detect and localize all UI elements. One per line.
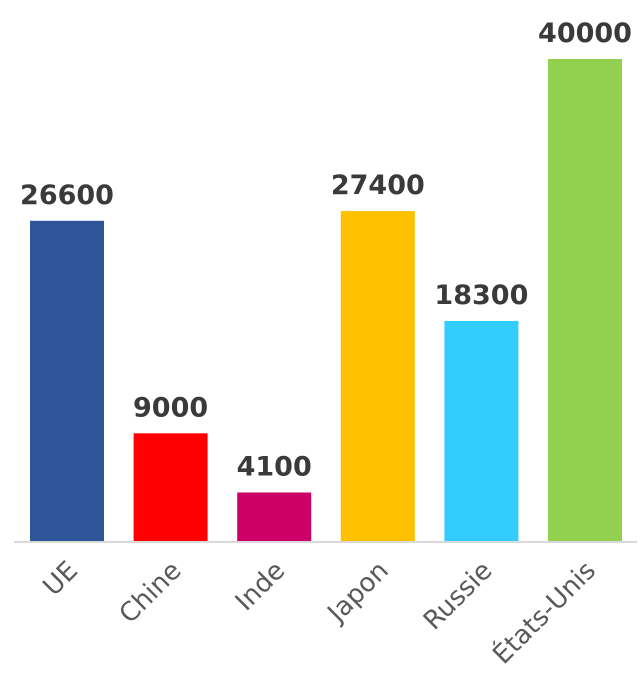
bar-6 bbox=[548, 59, 622, 542]
category-label: Japon bbox=[321, 556, 395, 630]
bar-5 bbox=[444, 321, 519, 542]
value-labels: 26600 9000 4100 27400 18300 40000 bbox=[20, 18, 632, 483]
category-label: Russie bbox=[418, 556, 498, 636]
value-label: 9000 bbox=[133, 392, 208, 423]
category-label: UE bbox=[38, 556, 84, 602]
category-label: Inde bbox=[230, 556, 291, 617]
bar-4 bbox=[340, 211, 415, 542]
bar-2 bbox=[133, 433, 208, 542]
value-label: 18300 bbox=[434, 280, 528, 311]
category-label: États-Unis bbox=[486, 554, 602, 670]
bar-3 bbox=[237, 492, 312, 542]
bars bbox=[30, 59, 622, 543]
bar-1 bbox=[30, 220, 104, 543]
value-label: 27400 bbox=[331, 170, 425, 201]
category-label: Chine bbox=[114, 556, 188, 630]
value-label: 40000 bbox=[538, 18, 632, 49]
value-label: 26600 bbox=[20, 180, 114, 211]
value-label: 4100 bbox=[237, 452, 312, 483]
